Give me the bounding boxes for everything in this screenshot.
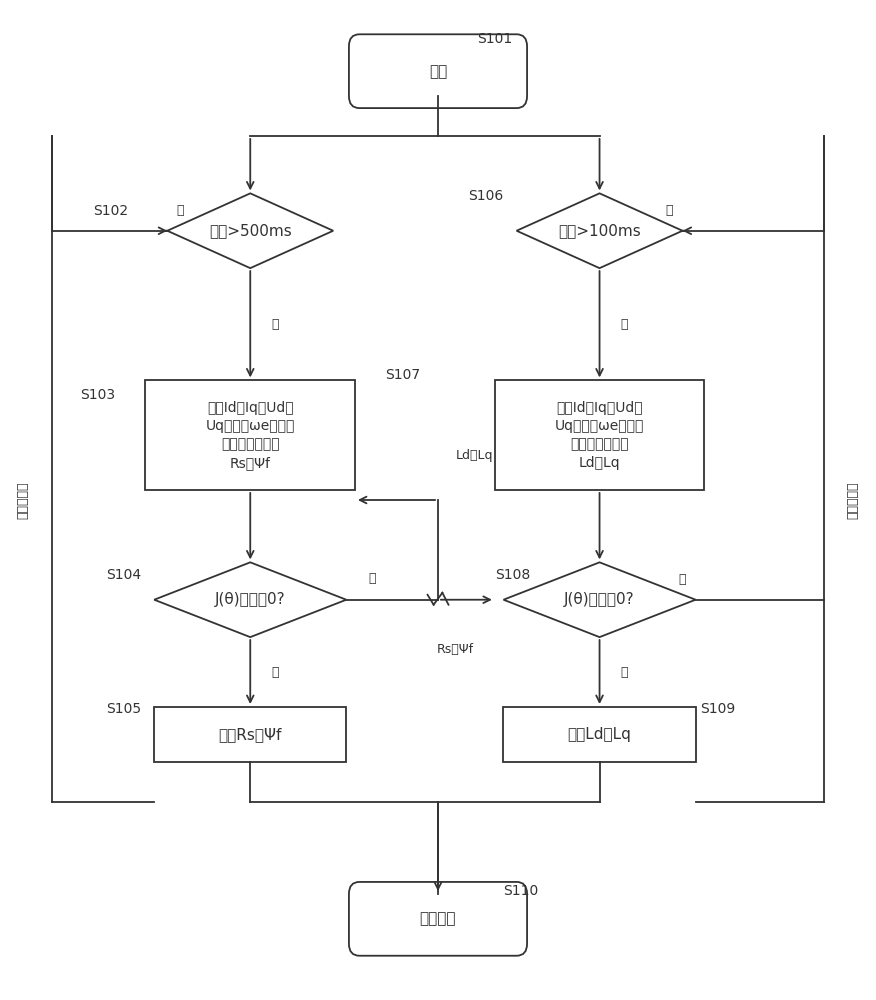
Text: 否: 否 <box>666 204 673 217</box>
Bar <box>504 707 696 762</box>
Text: 是: 是 <box>271 318 279 331</box>
Text: S110: S110 <box>504 884 539 898</box>
Text: 下一轮辨识: 下一轮辨识 <box>846 481 859 519</box>
Text: J(θ)约等于0?: J(θ)约等于0? <box>215 592 286 607</box>
Bar <box>495 380 704 490</box>
Text: 辨识完毕: 辨识完毕 <box>420 911 456 926</box>
FancyBboxPatch shape <box>349 34 527 108</box>
Text: S107: S107 <box>385 368 420 382</box>
Text: S105: S105 <box>106 702 141 716</box>
Text: 是: 是 <box>620 318 628 331</box>
Text: J(θ)约等于0?: J(θ)约等于0? <box>564 592 635 607</box>
Text: 开始: 开始 <box>429 64 447 79</box>
Text: S104: S104 <box>106 568 141 582</box>
Text: 否: 否 <box>369 572 377 585</box>
Text: S109: S109 <box>700 702 735 716</box>
Text: S106: S106 <box>469 189 504 203</box>
Polygon shape <box>517 193 682 268</box>
Bar <box>145 380 355 490</box>
Text: 输出Ld、Lq: 输出Ld、Lq <box>568 727 632 742</box>
Text: Rs、Ψf: Rs、Ψf <box>437 643 474 656</box>
FancyBboxPatch shape <box>349 882 527 956</box>
Text: 输入Id、Iq、Ud、
Uq、转速ωe，根据
最小二乘法计算
Ld、Lq: 输入Id、Iq、Ud、 Uq、转速ωe，根据 最小二乘法计算 Ld、Lq <box>555 401 644 470</box>
Text: 输出Rs、Ψf: 输出Rs、Ψf <box>219 727 282 742</box>
Polygon shape <box>504 562 696 637</box>
Text: 否: 否 <box>177 204 184 217</box>
Text: 输入Id、Iq、Ud、
Uq、转速ωe，根据
最小二乘法计算
Rs、Ψf: 输入Id、Iq、Ud、 Uq、转速ωe，根据 最小二乘法计算 Rs、Ψf <box>206 401 295 470</box>
Text: 是: 是 <box>620 666 628 679</box>
Text: 是: 是 <box>271 666 279 679</box>
Text: S103: S103 <box>80 388 115 402</box>
Bar <box>154 707 346 762</box>
Text: S101: S101 <box>477 32 512 46</box>
Text: 否: 否 <box>679 573 686 586</box>
Text: Ld、Lq: Ld、Lq <box>456 449 493 462</box>
Text: S108: S108 <box>495 568 530 582</box>
Text: S102: S102 <box>93 204 128 218</box>
Polygon shape <box>167 193 333 268</box>
Text: 计时>100ms: 计时>100ms <box>558 223 641 238</box>
Text: 下一轮辨识: 下一轮辨识 <box>17 481 30 519</box>
Polygon shape <box>154 562 346 637</box>
Text: 计时>500ms: 计时>500ms <box>208 223 292 238</box>
